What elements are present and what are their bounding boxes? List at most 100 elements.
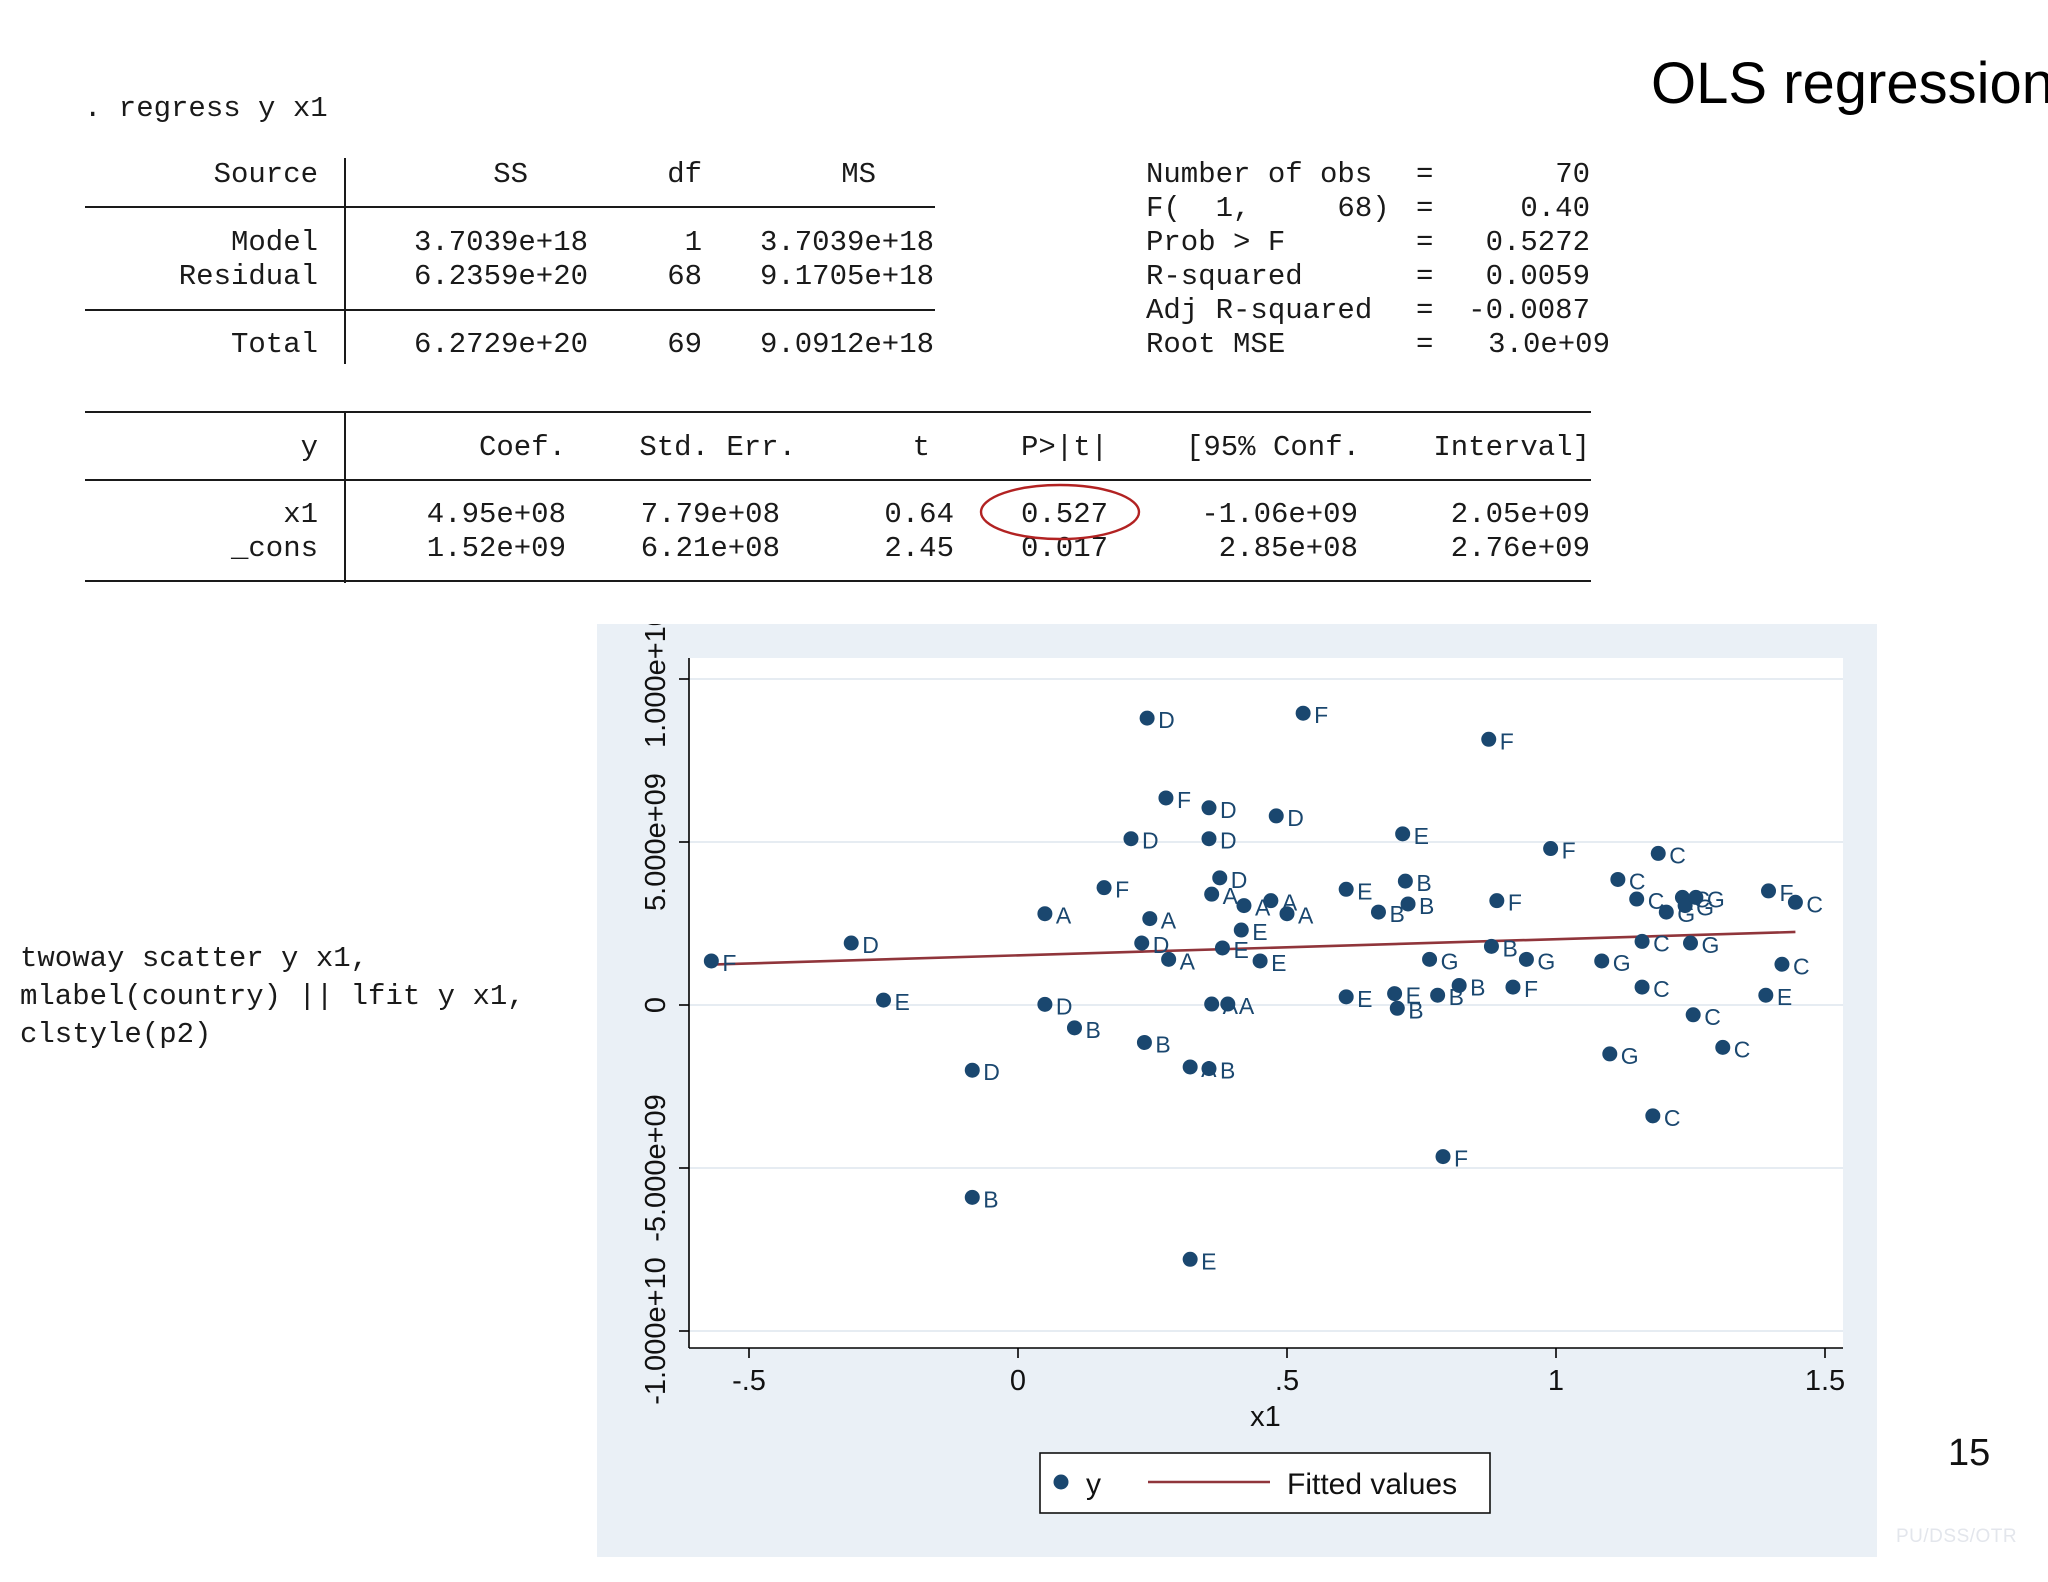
point-label: G [1441, 948, 1459, 974]
fit-stat-label: Root MSE [1146, 328, 1286, 361]
point-label: C [1704, 1004, 1721, 1030]
point-label: A [1180, 948, 1196, 974]
point-label: B [1502, 935, 1517, 961]
point-label: E [1777, 984, 1792, 1010]
p-value-highlight-ellipse [979, 483, 1141, 541]
anova-header-ms: MS [841, 158, 876, 191]
coef-row-coef: 1.52e+09 [426, 532, 566, 565]
twoway-command-line: clstyle(p2) [20, 1018, 212, 1051]
scatter-point [843, 935, 859, 951]
y-tick-label: 5.000e+09 [640, 773, 672, 911]
fit-stat-label: F( 1, 68) [1146, 192, 1390, 225]
plot-area [689, 658, 1843, 1348]
point-label: D [1220, 828, 1237, 854]
coef-row-ci-lo: -1.06e+09 [1201, 498, 1358, 531]
point-label: F [1314, 702, 1328, 728]
coef-rule-top [85, 411, 1591, 413]
scatter-point [1505, 979, 1521, 995]
point-label: D [1142, 828, 1159, 854]
fit-stat-label: Number of obs [1146, 158, 1373, 191]
scatter-point [1645, 1108, 1661, 1124]
twoway-command-line: mlabel(country) || lfit y x1, [20, 980, 525, 1013]
fit-stat-label: R-squared [1146, 260, 1303, 293]
point-label: A [1161, 908, 1177, 934]
point-label: C [1629, 868, 1646, 894]
fit-stat-value: -0.0087 [1468, 294, 1590, 327]
point-label: F [722, 950, 736, 976]
fit-stat-value: 3.0e+09 [1488, 328, 1610, 361]
point-label: C [1653, 976, 1670, 1002]
x-tick-label: 1.5 [1805, 1365, 1845, 1397]
point-label: G [1613, 950, 1631, 976]
y-tick-label: 1.000e+10 [640, 624, 672, 748]
point-label: G [1537, 948, 1555, 974]
anova-total-source: Total [230, 328, 318, 361]
point-label: D [862, 932, 879, 958]
x-tick-label: 0 [1010, 1365, 1026, 1397]
point-label: B [1416, 870, 1431, 896]
anova-row-source: Residual [178, 260, 318, 293]
coef-row-coef: 4.95e+08 [426, 498, 566, 531]
scatter-point [1634, 933, 1650, 949]
scatter-point [1220, 996, 1236, 1012]
scatter-point [1758, 987, 1774, 1003]
point-label: C [1669, 842, 1686, 868]
scatter-chart: -.5 0 .5 1 1.5 -1.000e+10 -5.000e+09 0 5.000e+09… [640, 624, 1845, 1514]
scatter-point [1066, 1020, 1082, 1036]
coef-header-p: P>|t| [1020, 431, 1108, 464]
scatter-point [1435, 1149, 1451, 1165]
point-label: C [1793, 953, 1810, 979]
point-label: E [1406, 983, 1421, 1009]
point-label: F [1524, 976, 1538, 1002]
point-label: D [1231, 867, 1248, 893]
point-label: A [1298, 903, 1314, 929]
point-label: D [983, 1059, 1000, 1085]
coef-row-ci-hi: 2.05e+09 [1450, 498, 1590, 531]
point-label: B [1220, 1058, 1235, 1084]
scatter-point [1430, 987, 1446, 1003]
fitted-values-line [711, 930, 1796, 966]
scatter-point [1123, 831, 1139, 847]
point-label: E [1201, 1248, 1216, 1274]
point-label: E [1233, 937, 1248, 963]
fit-stat-label: Prob > F [1146, 226, 1286, 259]
point-label: C [1664, 1105, 1681, 1131]
scatter-point [1774, 956, 1790, 972]
anova-row-source: Model [230, 226, 318, 259]
anova-header-source: Source [213, 158, 318, 191]
point-label: F [1115, 877, 1129, 903]
coef-header-ci-lo: [95% Conf. [1185, 431, 1360, 464]
scatter-point [1201, 800, 1217, 816]
scatter-point [1387, 986, 1403, 1002]
y-tick-label: -1.000e+10 [640, 1257, 672, 1405]
scatter-point [1161, 951, 1177, 967]
fit-stat-equals: = [1416, 260, 1434, 293]
scatter-point [1252, 953, 1268, 969]
point-label: E [1357, 878, 1372, 904]
point-label: E [1271, 950, 1286, 976]
coef-header-coef: Coef. [478, 431, 566, 464]
coef-row-var: x1 [283, 498, 318, 531]
point-label: F [1177, 787, 1191, 813]
watermark: PU/DSS/OTR [1896, 1526, 2018, 1547]
scatter-point [1134, 935, 1150, 951]
point-label: D [1153, 932, 1170, 958]
fit-stat-equals: = [1416, 294, 1434, 327]
anova-column-rule [344, 158, 346, 364]
point-label: B [1408, 997, 1423, 1023]
regress-command: . regress y x1 [84, 92, 328, 125]
point-label: F [1508, 890, 1522, 916]
fit-stat-equals: = [1416, 192, 1434, 225]
scatter-point [1096, 880, 1112, 896]
scatter-point [1400, 896, 1416, 912]
anova-row-ms: 9.1705e+18 [759, 260, 934, 293]
anova-row-df: 1 [684, 226, 702, 259]
fit-stat-equals: = [1416, 328, 1434, 361]
point-label: B [1085, 1017, 1100, 1043]
legend-marker-y [1053, 1474, 1069, 1490]
coef-column-rule [344, 411, 346, 583]
coef-header-y: y [300, 431, 318, 464]
scatter-point [1787, 894, 1803, 910]
fit-stat-value: 0.40 [1520, 192, 1590, 225]
twoway-command-line: twoway scatter y x1, [20, 942, 369, 975]
